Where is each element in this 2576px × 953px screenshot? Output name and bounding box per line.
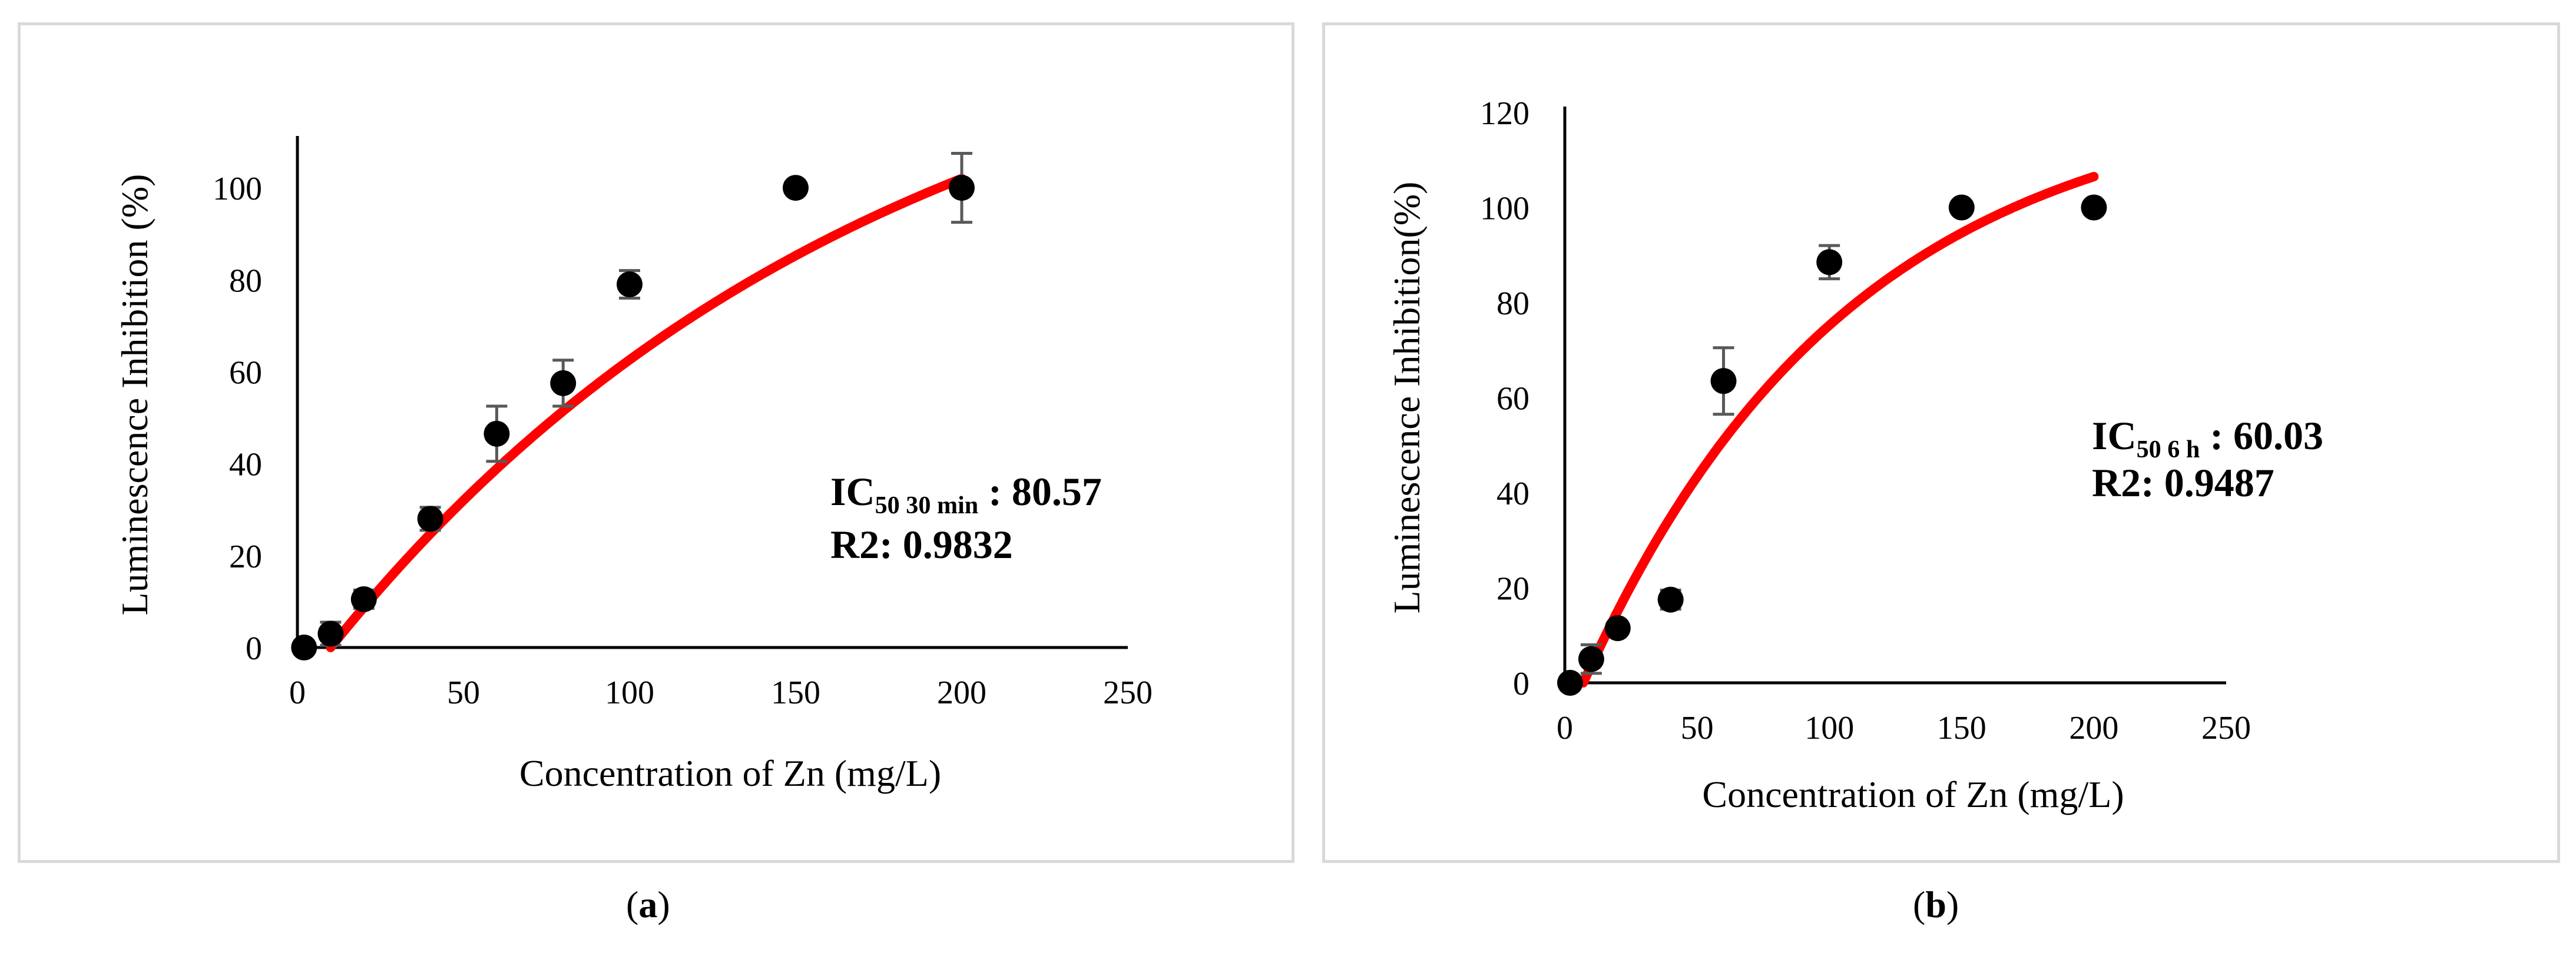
y-tick-label: 120 <box>1480 95 1529 132</box>
x-tick-label: 200 <box>2069 710 2118 746</box>
data-point <box>1557 670 1583 696</box>
y-tick-label: 60 <box>1496 381 1529 417</box>
data-point <box>617 271 643 298</box>
chart-panel-b: 0 50 100 150 200 250 0 20 40 60 80 100 120 Concentrat… <box>1322 22 2560 863</box>
data-point <box>550 370 577 396</box>
x-tick-label: 150 <box>771 675 820 711</box>
y-tick-label: 0 <box>1513 666 1529 702</box>
x-axis-title: Concentration of Zn (mg/L) <box>519 752 941 794</box>
chart-a: 0 50 100 150 200 250 0 20 40 60 80 100 Concentration… <box>114 136 1153 794</box>
data-point <box>1816 249 1843 275</box>
ic50-annotation: IC50 30 min : 80.57 <box>830 469 1102 519</box>
data-point <box>2081 194 2107 221</box>
y-axis-title: Luminescence Inhibition(%) <box>1386 182 1428 614</box>
data-point <box>1604 615 1631 642</box>
y-tick-label: 80 <box>1496 285 1529 322</box>
data-point <box>350 586 377 613</box>
x-tick-label: 150 <box>1937 710 1986 746</box>
data-point <box>949 175 975 201</box>
chart-panel-a: 0 50 100 150 200 250 0 20 40 60 80 100 Concentration… <box>18 22 1294 863</box>
x-tick-label: 250 <box>2201 710 2251 746</box>
data-point <box>291 635 317 660</box>
y-tick-label: 100 <box>213 171 262 207</box>
y-tick-label: 0 <box>246 630 262 667</box>
data-point <box>417 506 443 532</box>
data-point <box>1710 368 1737 394</box>
x-tick-label: 50 <box>447 675 480 711</box>
y-tick-label: 100 <box>1480 191 1529 227</box>
x-tick-label: 250 <box>1103 675 1153 711</box>
y-tick-label: 40 <box>229 447 262 483</box>
y-tick-label: 60 <box>229 354 262 391</box>
data-point <box>1578 646 1604 672</box>
fit-curve <box>326 174 966 652</box>
chart-b: 0 50 100 150 200 250 0 20 40 60 80 100 120 Concentrat… <box>1386 95 2323 815</box>
x-tick-label: 50 <box>1681 710 1714 746</box>
x-tick-label: 0 <box>1557 710 1573 746</box>
data-point <box>1657 586 1684 613</box>
y-tick-label: 80 <box>229 263 262 299</box>
data-point <box>484 420 510 447</box>
data-point <box>317 620 344 647</box>
fit-curve <box>1578 172 2099 688</box>
data-point <box>1948 194 1975 221</box>
y-axis-title: Luminescence Inhibition (%) <box>114 174 155 616</box>
r2-annotation: R2: 0.9832 <box>830 522 1013 567</box>
data-point <box>783 175 809 201</box>
y-tick-label: 40 <box>1496 476 1529 512</box>
caption-b: (b) <box>1913 884 1959 925</box>
caption-a: (a) <box>626 884 670 925</box>
x-tick-label: 200 <box>937 675 986 711</box>
r2-annotation: R2: 0.9487 <box>2092 460 2274 505</box>
y-tick-label: 20 <box>1496 571 1529 607</box>
x-tick-label: 100 <box>1804 710 1854 746</box>
x-tick-label: 0 <box>289 675 306 711</box>
ic50-annotation: IC50 6 h : 60.03 <box>2092 413 2323 463</box>
x-tick-label: 100 <box>605 675 654 711</box>
y-tick-label: 20 <box>229 539 262 575</box>
x-axis-title: Concentration of Zn (mg/L) <box>1702 773 2124 815</box>
